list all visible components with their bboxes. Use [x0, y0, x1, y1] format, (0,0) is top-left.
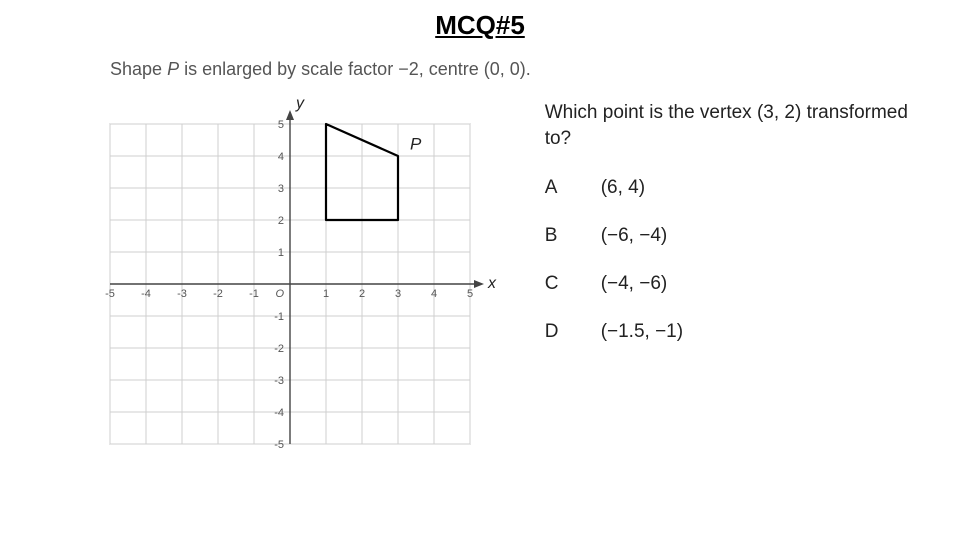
option-value: (−1.5, −1): [601, 321, 683, 343]
svg-text:3: 3: [278, 183, 284, 195]
svg-text:3: 3: [395, 288, 401, 300]
svg-text:-5: -5: [105, 288, 115, 300]
svg-text:-1: -1: [249, 288, 259, 300]
svg-text:y: y: [295, 95, 305, 112]
mcq-page: MCQ#5 Shape P is enlarged by scale facto…: [0, 0, 960, 540]
svg-text:x: x: [487, 275, 497, 292]
svg-text:-4: -4: [274, 407, 284, 419]
svg-text:O: O: [275, 288, 284, 300]
svg-text:1: 1: [278, 247, 284, 259]
svg-text:-5: -5: [274, 439, 284, 451]
svg-text:-3: -3: [177, 288, 187, 300]
svg-text:-2: -2: [274, 343, 284, 355]
option-value: (−4, −6): [601, 273, 668, 295]
option-d[interactable]: D (−1.5, −1): [545, 321, 920, 343]
option-c[interactable]: C (−4, −6): [545, 273, 920, 295]
svg-text:-3: -3: [274, 375, 284, 387]
svg-text:-2: -2: [213, 288, 223, 300]
svg-text:-4: -4: [141, 288, 151, 300]
options-list: A (6, 4) B (−6, −4) C (−4, −6) D (−1.5, …: [545, 177, 920, 343]
svg-text:-1: -1: [274, 311, 284, 323]
page-title: MCQ#5: [40, 10, 920, 41]
option-a[interactable]: A (6, 4): [545, 177, 920, 199]
question-text: Which point is the vertex (3, 2) transfo…: [545, 100, 920, 151]
svg-text:5: 5: [467, 288, 473, 300]
option-value: (6, 4): [601, 177, 645, 199]
coordinate-graph: -5 -4 -3 -2 -1 1 2 3 4 5 -5 -4 -3 -2 -1 1 2 3 4 5 Ox y P: [80, 94, 505, 479]
question-prompt: Shape P is enlarged by scale factor −2, …: [110, 59, 920, 80]
svg-text:1: 1: [323, 288, 329, 300]
option-b[interactable]: B (−6, −4): [545, 225, 920, 247]
option-letter: D: [545, 321, 601, 343]
question-panel: Which point is the vertex (3, 2) transfo…: [545, 94, 920, 343]
svg-text:2: 2: [278, 215, 284, 227]
svg-text:4: 4: [431, 288, 437, 300]
content-row: -5 -4 -3 -2 -1 1 2 3 4 5 -5 -4 -3 -2 -1 1 2 3 4 5 Ox y P Which…: [40, 94, 920, 479]
graph-svg: -5 -4 -3 -2 -1 1 2 3 4 5 -5 -4 -3 -2 -1 1 2 3 4 5 Ox y P: [80, 94, 500, 474]
option-value: (−6, −4): [601, 225, 668, 247]
svg-text:P: P: [410, 135, 422, 154]
svg-text:4: 4: [278, 151, 284, 163]
svg-text:5: 5: [278, 119, 284, 131]
option-letter: C: [545, 273, 601, 295]
svg-text:2: 2: [359, 288, 365, 300]
option-letter: B: [545, 225, 601, 247]
option-letter: A: [545, 177, 601, 199]
